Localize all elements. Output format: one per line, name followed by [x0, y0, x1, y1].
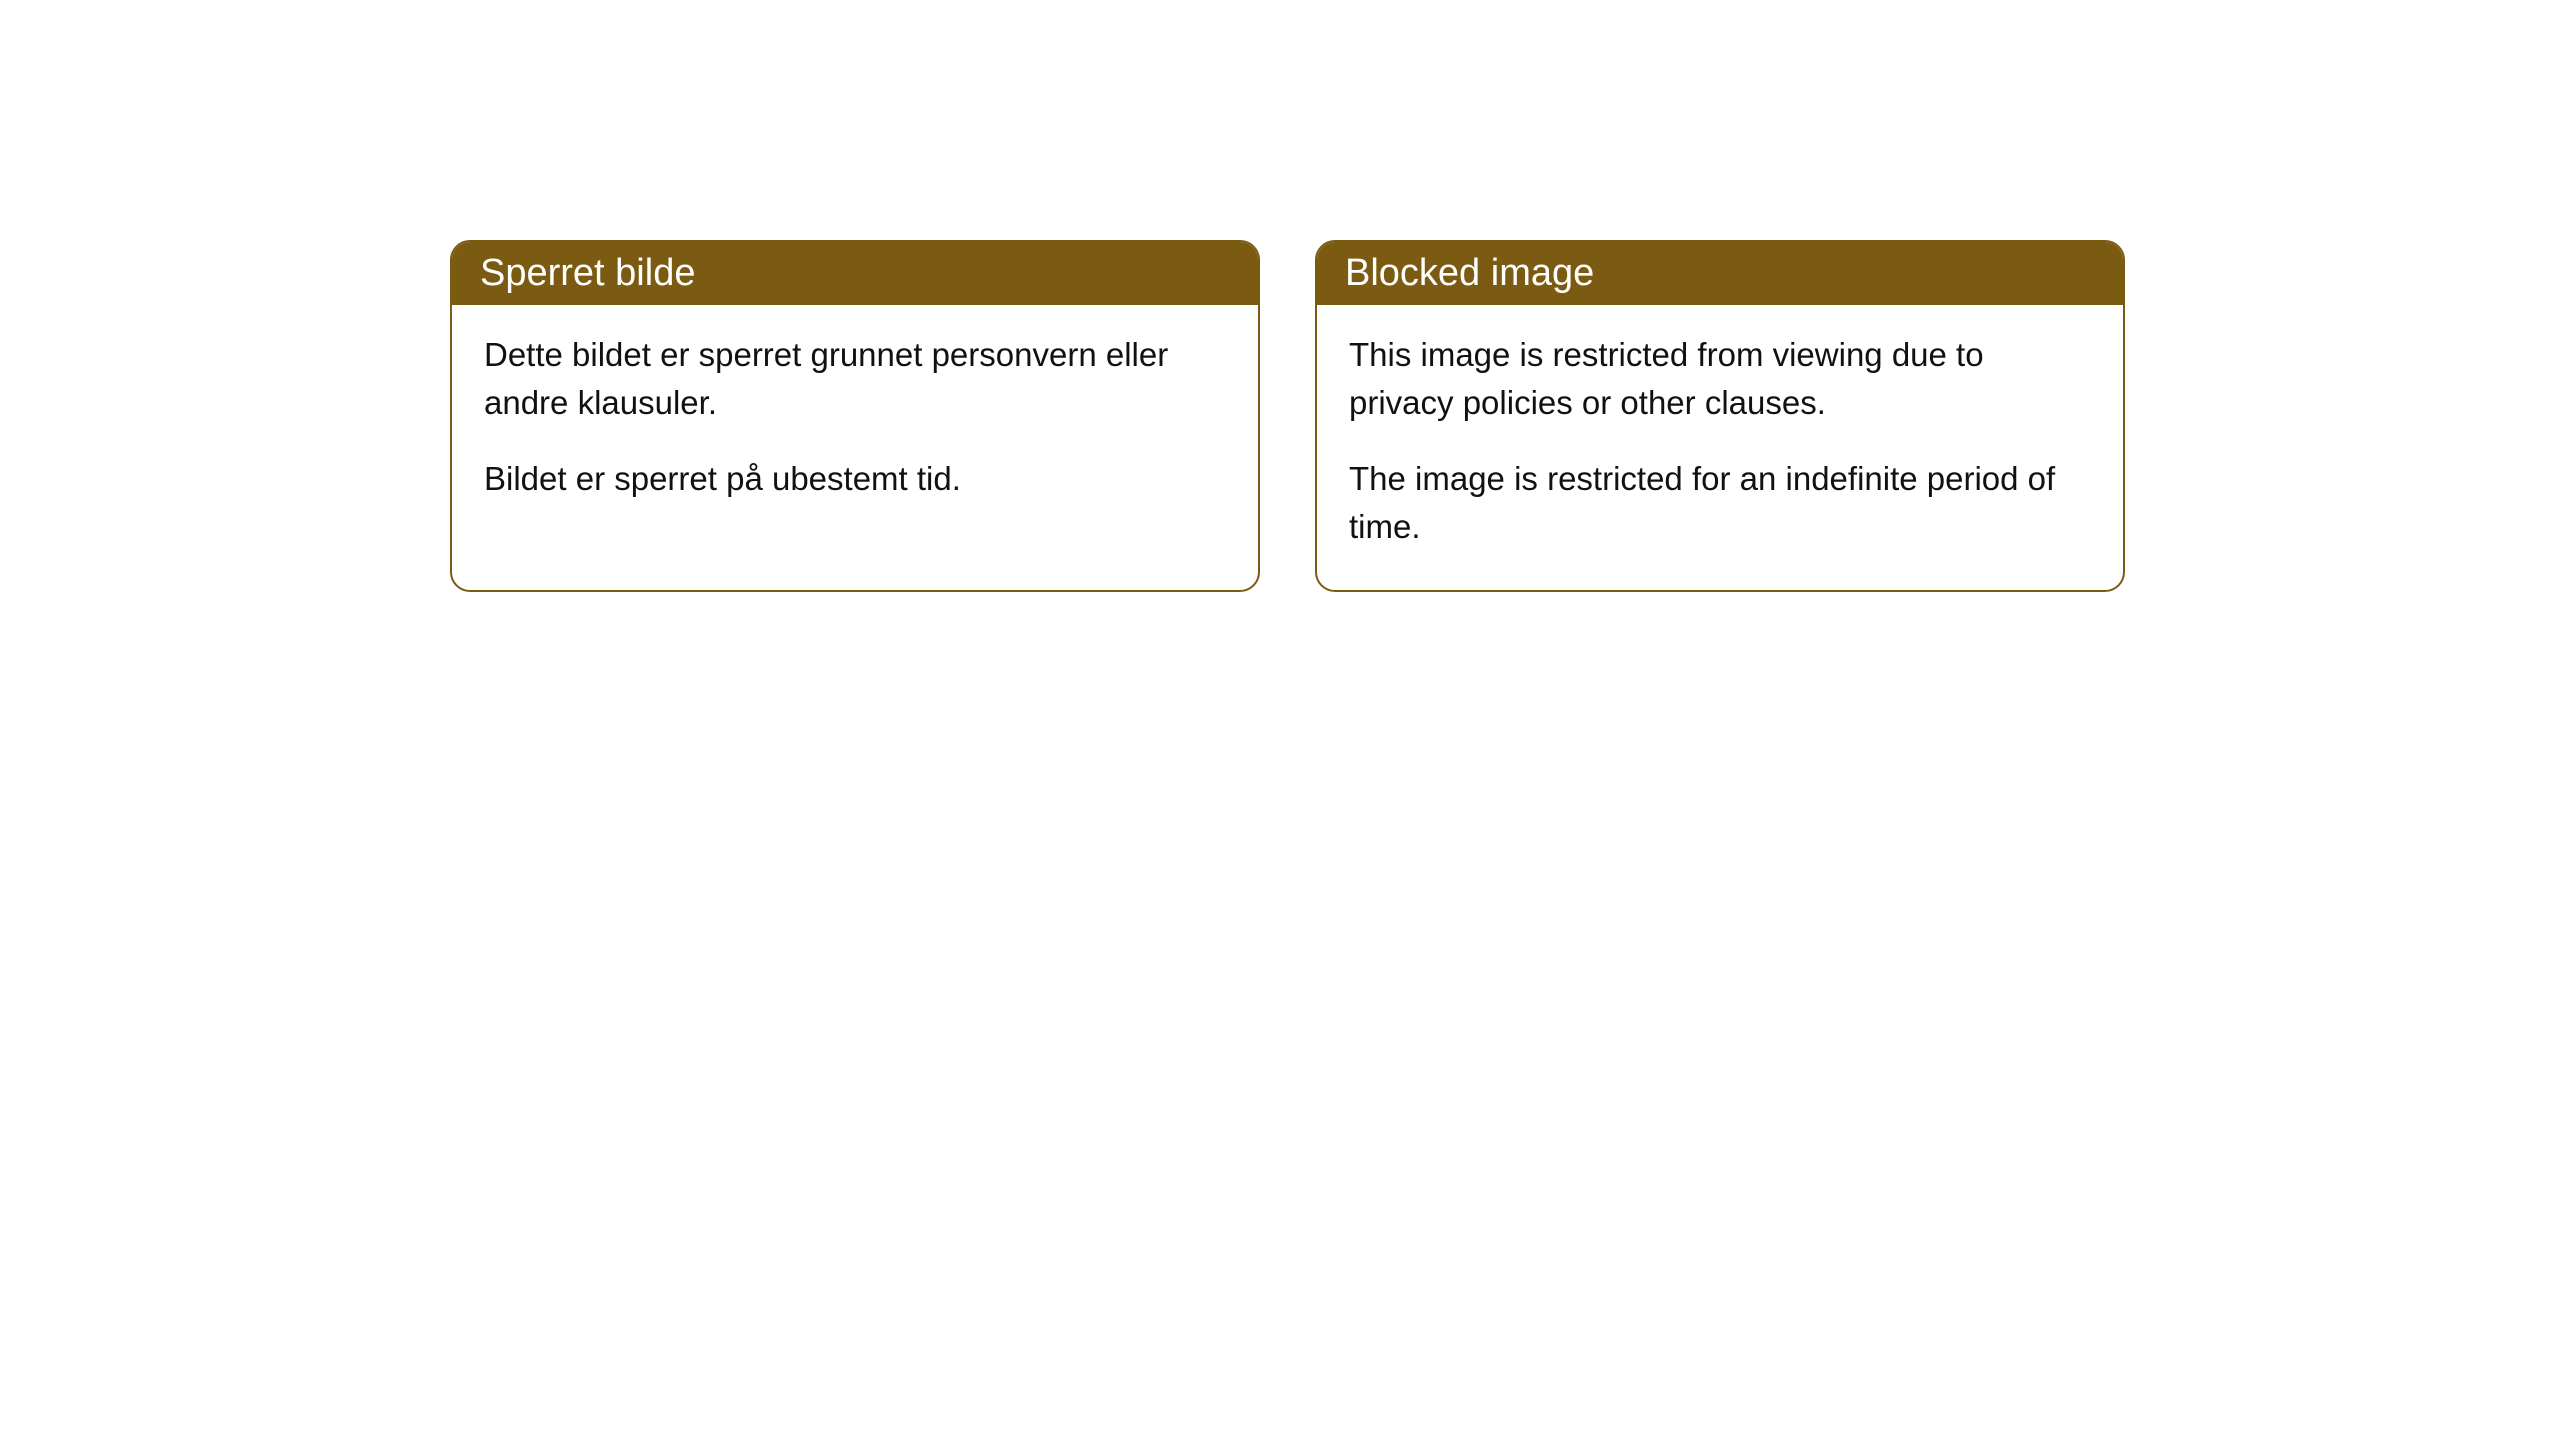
card-paragraph-no-2: Bildet er sperret på ubestemt tid.: [484, 455, 1226, 503]
card-title-en: Blocked image: [1317, 242, 2123, 305]
blocked-image-card-no: Sperret bilde Dette bildet er sperret gr…: [450, 240, 1260, 592]
card-paragraph-en-2: The image is restricted for an indefinit…: [1349, 455, 2091, 551]
card-body-en: This image is restricted from viewing du…: [1317, 305, 2123, 590]
cards-container: Sperret bilde Dette bildet er sperret gr…: [0, 0, 2560, 592]
card-title-no: Sperret bilde: [452, 242, 1258, 305]
card-body-no: Dette bildet er sperret grunnet personve…: [452, 305, 1258, 543]
card-paragraph-en-1: This image is restricted from viewing du…: [1349, 331, 2091, 427]
card-paragraph-no-1: Dette bildet er sperret grunnet personve…: [484, 331, 1226, 427]
blocked-image-card-en: Blocked image This image is restricted f…: [1315, 240, 2125, 592]
